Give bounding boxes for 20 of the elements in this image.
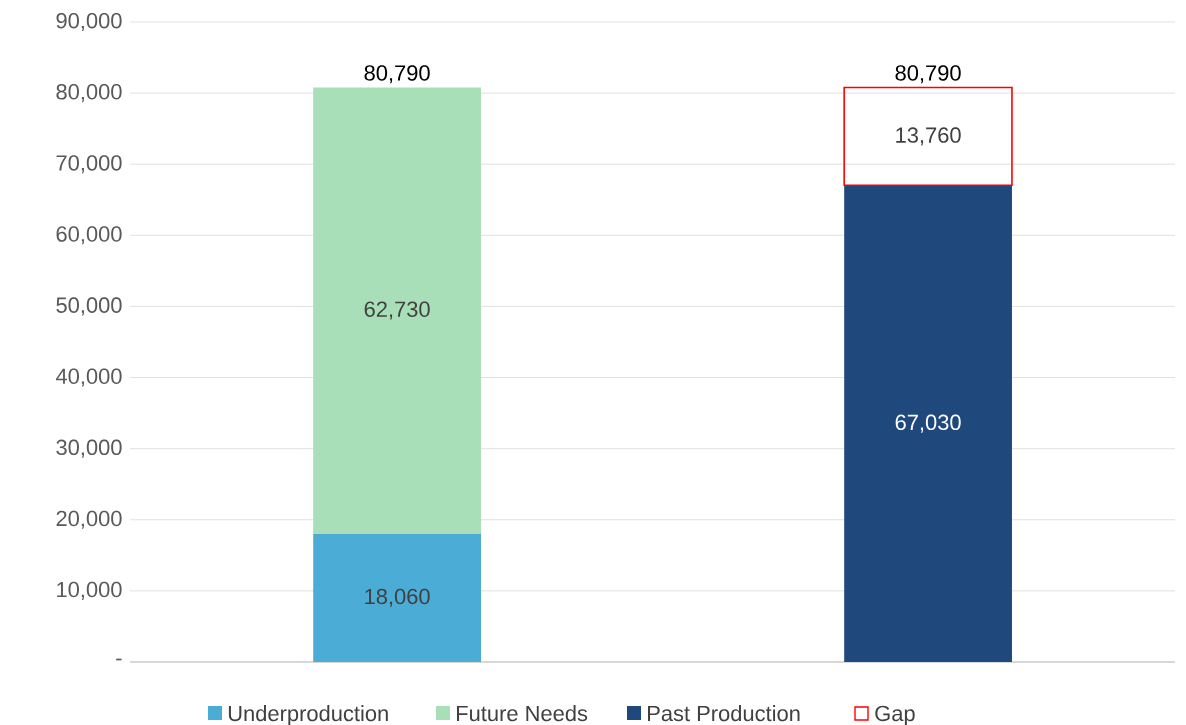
y-tick-label: 80,000 xyxy=(56,84,122,103)
y-tick-label: 30,000 xyxy=(56,439,122,458)
total-label: 80,790 xyxy=(895,65,961,84)
data-label: 18,060 xyxy=(365,588,430,607)
y-tick-label: 50,000 xyxy=(56,297,122,316)
data-label: 13,760 xyxy=(896,127,961,146)
y-tick-label: 70,000 xyxy=(56,155,122,174)
y-tick-label: 90,000 xyxy=(56,12,122,32)
y-tick-label: 10,000 xyxy=(57,581,122,600)
total-label: 80,790 xyxy=(364,65,430,84)
data-label: 67,030 xyxy=(895,414,961,433)
y-tick-label: - xyxy=(116,658,122,661)
legend-label: Past Production xyxy=(648,705,800,722)
y-tick-label: 20,000 xyxy=(56,510,122,529)
legend-label: Future Needs xyxy=(457,705,588,722)
data-label: 62,730 xyxy=(364,301,430,320)
y-tick-label: 60,000 xyxy=(56,226,122,245)
legend-label: Underproduction xyxy=(228,705,388,725)
y-tick-label: 40,000 xyxy=(55,368,122,387)
legend-label: Gap xyxy=(875,705,915,725)
